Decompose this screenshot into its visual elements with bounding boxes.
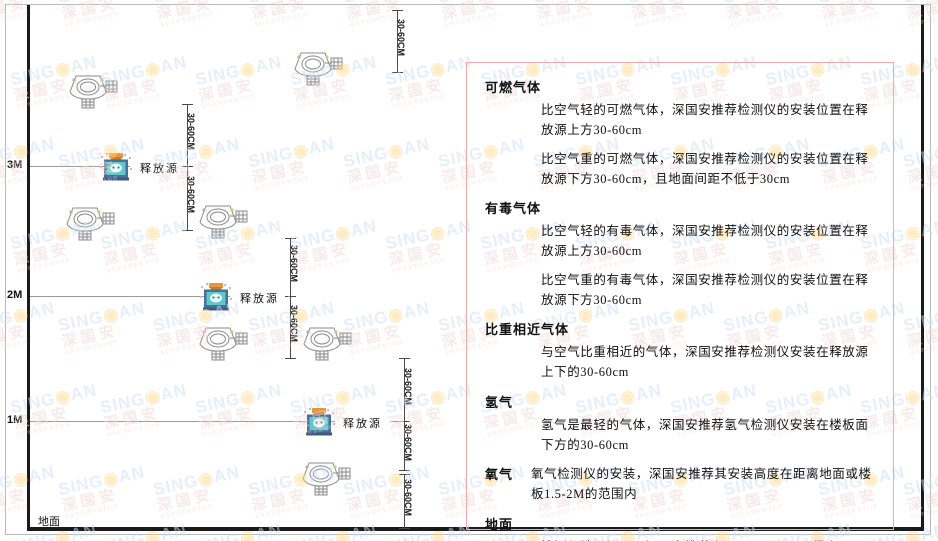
section-paragraph: 比空气重的可燃气体，深国安推荐检测仪的安装位置在释放源下方30-60cm，且地面… xyxy=(541,151,869,186)
dimension-line xyxy=(290,296,291,358)
gas-detector-icon xyxy=(291,45,347,87)
dimension-tick xyxy=(392,10,403,11)
dimension-tick xyxy=(285,358,296,359)
level-label: 2M xyxy=(7,289,23,301)
section-heading: 氢气 xyxy=(485,394,514,410)
section-heading: 地面 xyxy=(485,516,514,532)
gas-detector-icon xyxy=(196,320,252,362)
dimension-tick xyxy=(399,528,410,529)
dimension-tick xyxy=(285,296,296,297)
gas-detector-icon xyxy=(300,320,356,362)
dimension-tick xyxy=(182,104,193,105)
dimension-label: 30-60CM xyxy=(186,113,196,151)
dimension-label: 30-60CM xyxy=(403,367,413,405)
dimension-tick xyxy=(182,230,193,231)
gas-detector-icon xyxy=(66,68,122,110)
ground-label: 地面 xyxy=(38,516,60,528)
dimension-line xyxy=(404,421,405,470)
dimension-label: 30-60CM xyxy=(403,423,413,461)
dimension-line xyxy=(397,10,398,72)
section-paragraph: 比空气重的有毒气体，深国安推荐检测仪的安装位置在释放源下方30-60cm xyxy=(541,272,869,307)
gas-detector-icon xyxy=(196,198,252,240)
dimension-tick xyxy=(399,358,410,359)
connector-line xyxy=(288,296,290,297)
level-label: 3M xyxy=(7,159,23,171)
dimension-line xyxy=(404,474,405,528)
gas-release-source-icon xyxy=(200,282,232,312)
section-paragraph: 比空气轻的可燃气体，深国安推荐检测仪的安装位置在释放源上方30-60cm xyxy=(541,103,869,138)
dimension-label: 30-60CM xyxy=(403,479,413,517)
connector-line xyxy=(391,421,404,422)
dimension-tick xyxy=(182,166,193,167)
dimension-tick xyxy=(285,238,296,239)
dimension-label: 30-60CM xyxy=(289,245,299,283)
section-paragraph: 比空气轻的有毒气体，深国安推荐检测仪的安装位置在释放源上方30-60cm xyxy=(541,224,869,259)
release-source-label: 释放源 xyxy=(343,418,382,430)
dimension-label: 30-60CM xyxy=(396,19,406,57)
gas-detector-icon xyxy=(299,455,355,497)
section-paragraph: 检测仪地面间距，深国安推荐在30-60cm，且不得小于30cm，因为过低容易水溅… xyxy=(541,537,879,541)
section-paragraph: 氢气是最轻的气体，深国安推荐氢气检测仪安装在楼板面下方的30-60cm xyxy=(541,417,869,452)
section-heading: 氧气 xyxy=(485,467,514,482)
guidelines-content: 可燃气体比空气轻的可燃气体，深国安推荐检测仪的安装位置在释放源上方30-60cm… xyxy=(467,63,893,541)
section-paragraph: 氧气检测仪的安装，深国安推荐其安装高度在距离地面或楼板1.5-2M的范围内 xyxy=(531,467,872,502)
level-line xyxy=(30,421,335,422)
gas-release-source-icon xyxy=(100,152,132,182)
level-line xyxy=(30,166,130,167)
vertical-axis-left xyxy=(27,5,30,531)
dimension-line xyxy=(187,104,188,166)
gas-detector-icon xyxy=(63,200,119,242)
guidelines-panel: 可燃气体比空气轻的可燃气体，深国安推荐检测仪的安装位置在释放源上方30-60cm… xyxy=(466,62,894,541)
section-paragraph: 与空气比重相近的气体，深国安推荐检测仪安装在释放源上下的30-60cm xyxy=(541,345,869,380)
vertical-axis-right xyxy=(921,5,924,531)
release-source-label: 释放源 xyxy=(140,163,179,175)
guideline-section: 氧气 氧气检测仪的安装，深国安推荐其安装高度在距离地面或楼板1.5-2M的范围内 xyxy=(485,464,879,505)
section-heading: 有毒气体 xyxy=(485,201,542,216)
dimension-tick xyxy=(399,474,410,475)
dimension-line xyxy=(404,358,405,421)
release-source-label: 释放源 xyxy=(240,293,279,305)
dimension-tick xyxy=(392,72,403,73)
dimension-label: 30-60CM xyxy=(289,305,299,343)
level-label: 1M xyxy=(7,414,23,426)
section-heading: 比重相近气体 xyxy=(485,322,570,337)
gas-release-source-icon xyxy=(303,407,335,437)
dimension-label: 30-60CM xyxy=(186,176,196,214)
dimension-line xyxy=(187,166,188,230)
dimension-tick xyxy=(399,421,410,422)
level-line xyxy=(30,296,230,297)
dimension-tick xyxy=(399,470,410,471)
section-heading: 可燃气体 xyxy=(485,80,542,95)
outer-frame xyxy=(5,4,931,535)
dimension-line xyxy=(290,238,291,296)
